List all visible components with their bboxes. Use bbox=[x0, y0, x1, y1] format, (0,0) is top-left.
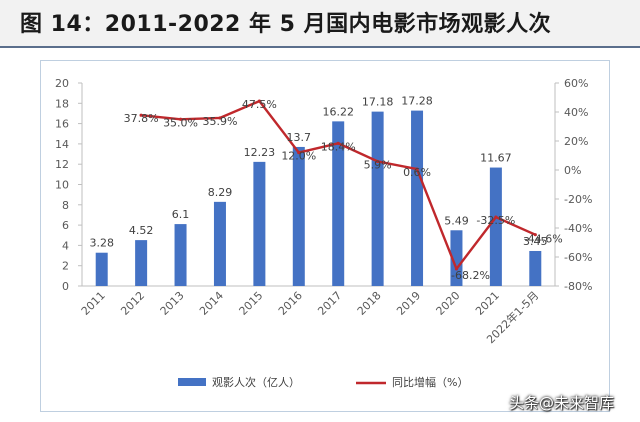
y-tick-label: 16 bbox=[55, 118, 69, 131]
line-value-label: 5.9% bbox=[364, 158, 392, 171]
legend-label-line: 同比增幅（%） bbox=[392, 375, 468, 389]
bar-value-label: 3.45 bbox=[523, 235, 548, 248]
legend-layer: 观影人次（亿人） 同比增幅（%） bbox=[178, 375, 468, 389]
growth-point-2022年1-5月 bbox=[533, 233, 537, 237]
y2-tick-label: -60% bbox=[564, 251, 592, 264]
growth-point-2016 bbox=[297, 151, 301, 155]
bar-value-label: 8.29 bbox=[208, 186, 233, 199]
bar-value-label: 17.28 bbox=[401, 95, 433, 108]
y-tick-label: 10 bbox=[55, 179, 69, 192]
x-tick-label: 2020 bbox=[434, 289, 463, 318]
x-tick-label: 2012 bbox=[118, 289, 147, 318]
y-tick-label: 0 bbox=[62, 280, 69, 293]
title-divider bbox=[0, 46, 640, 48]
line-value-label: 47.5% bbox=[242, 98, 277, 111]
growth-point-2020 bbox=[454, 267, 459, 271]
y2-tick-label: -80% bbox=[564, 280, 592, 293]
y-tick-label: 14 bbox=[55, 138, 69, 151]
bar-value-label: 6.1 bbox=[172, 208, 190, 221]
y2-tick-label: -40% bbox=[564, 222, 592, 235]
bar-2013 bbox=[174, 224, 187, 286]
bar-2011 bbox=[95, 252, 108, 286]
y2-tick-label: -20% bbox=[564, 193, 592, 206]
y-tick-label: 8 bbox=[62, 199, 69, 212]
y2-tick-label: 0% bbox=[564, 164, 581, 177]
y-tick-label: 6 bbox=[62, 219, 69, 232]
growth-point-2014 bbox=[218, 116, 222, 120]
bar-2022年1-5月 bbox=[529, 250, 542, 286]
chart-frame bbox=[40, 60, 610, 412]
y2-tick-label: 20% bbox=[564, 135, 588, 148]
line-value-label: 18.4% bbox=[321, 140, 356, 153]
line-value-label: 35.9% bbox=[202, 115, 237, 128]
line-value-label: -68.2% bbox=[451, 269, 490, 282]
growth-point-2013 bbox=[178, 117, 183, 121]
x-tick-label: 2019 bbox=[394, 289, 423, 318]
bar-2016 bbox=[292, 146, 305, 286]
bar-2012 bbox=[135, 240, 148, 286]
legend-label-bar: 观影人次（亿人） bbox=[212, 375, 300, 389]
bar-2014 bbox=[213, 201, 226, 286]
figure-title: 图 14：2011-2022 年 5 月国内电影市场观影人次 bbox=[20, 12, 552, 37]
bar-2021 bbox=[489, 167, 502, 286]
growth-point-2017 bbox=[336, 141, 340, 145]
bar-2020 bbox=[450, 230, 463, 286]
x-tick-label: 2021 bbox=[473, 289, 502, 318]
x-tick-label: 2016 bbox=[276, 289, 305, 318]
y-tick-label: 18 bbox=[55, 97, 69, 110]
x-tick-label: 2018 bbox=[355, 289, 384, 318]
y2-tick-label: 40% bbox=[564, 106, 588, 119]
y-tick-label: 12 bbox=[55, 158, 69, 171]
growth-point-2015 bbox=[257, 99, 261, 103]
y-tick-label: 2 bbox=[62, 260, 69, 273]
bar-2019 bbox=[411, 110, 424, 286]
line-value-label: -32.5% bbox=[476, 214, 515, 227]
bar-value-label: 5.49 bbox=[444, 214, 469, 227]
bar-value-label: 11.67 bbox=[480, 152, 512, 165]
x-tick-label: 2015 bbox=[237, 289, 266, 318]
growth-point-2012 bbox=[139, 113, 143, 117]
bar-2015 bbox=[253, 161, 266, 286]
growth-point-2019 bbox=[415, 167, 419, 171]
watermark-text: 头条@未来智库 bbox=[509, 394, 615, 412]
bars-layer bbox=[95, 110, 542, 286]
bar-value-label: 4.52 bbox=[129, 224, 154, 237]
bar-2018 bbox=[371, 111, 384, 286]
bar-2017 bbox=[332, 121, 345, 286]
bar-value-label: 13.7 bbox=[287, 131, 312, 144]
line-value-label: -44.6% bbox=[524, 233, 563, 246]
figure-header: 图 14：2011-2022 年 5 月国内电影市场观影人次 bbox=[0, 0, 640, 46]
bar-value-label: 16.22 bbox=[322, 105, 354, 118]
y2-tick-label: 60% bbox=[564, 77, 588, 90]
bar-value-label: 17.18 bbox=[362, 96, 394, 109]
y-tick-label: 20 bbox=[55, 77, 69, 90]
line-value-label: 0.6% bbox=[403, 166, 431, 179]
bar-value-label: 3.28 bbox=[89, 237, 114, 250]
x-tick-label: 2014 bbox=[197, 289, 226, 318]
x-tick-label: 2017 bbox=[315, 289, 344, 318]
growth-point-2021 bbox=[494, 215, 498, 219]
growth-point-2018 bbox=[376, 159, 380, 164]
line-layer bbox=[139, 99, 537, 271]
line-value-label: 35.0% bbox=[163, 116, 198, 129]
legend-swatch-bar bbox=[178, 378, 206, 386]
y-tick-label: 4 bbox=[62, 239, 69, 252]
x-tick-label: 2013 bbox=[158, 289, 187, 318]
line-value-label: 37.8% bbox=[124, 112, 159, 125]
x-tick-label: 2011 bbox=[79, 289, 108, 318]
bar-value-label: 12.23 bbox=[244, 146, 276, 159]
line-value-label: 12.0% bbox=[281, 150, 316, 163]
labels-layer: 3.28 4.52 6.1 8.29 12.23 13.7 16.22 17.18 17.28 5… bbox=[89, 95, 562, 282]
